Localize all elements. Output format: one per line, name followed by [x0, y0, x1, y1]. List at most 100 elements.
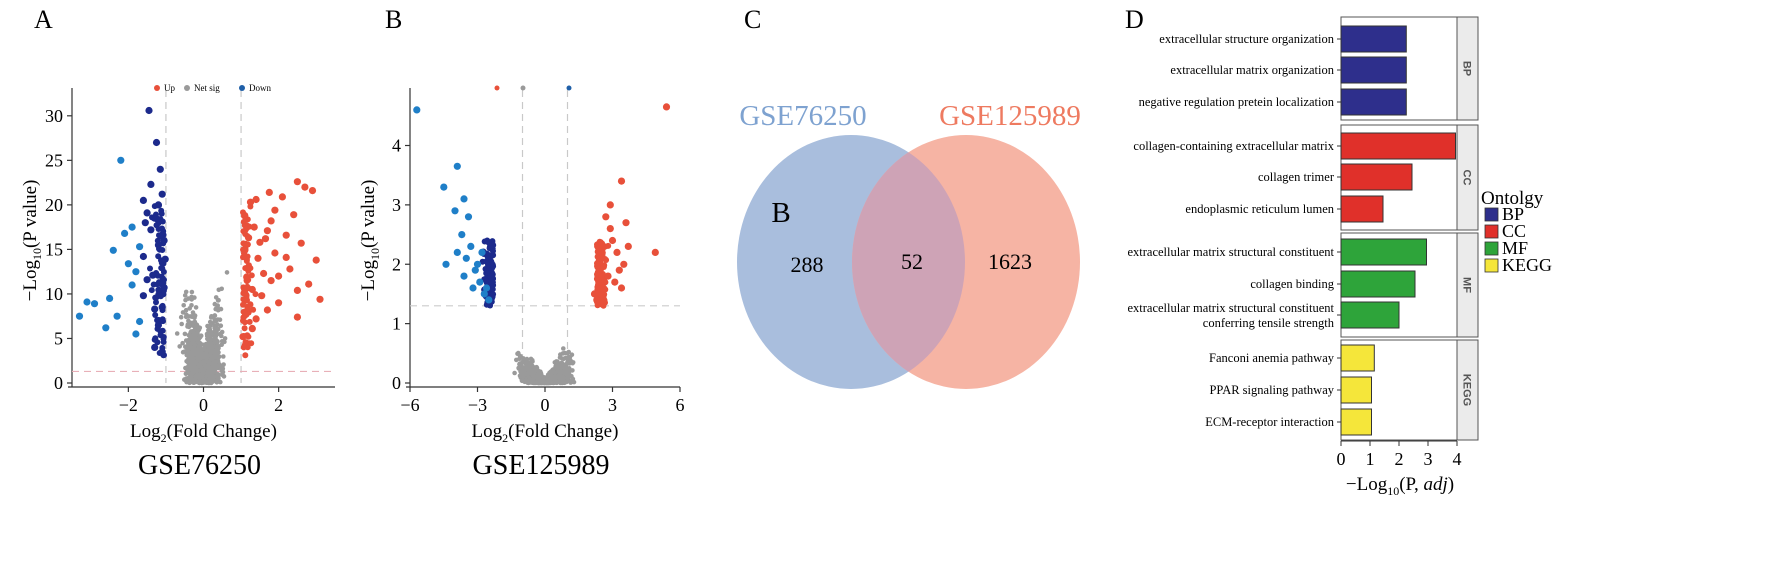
term-label: endoplasmic reticulum lumen [1185, 202, 1334, 216]
down-point [476, 278, 484, 286]
up-point [261, 235, 270, 243]
down-point [128, 281, 136, 289]
up-point [240, 284, 247, 291]
up-point [267, 277, 275, 285]
nonsig-point [183, 307, 189, 313]
panel-letter-a: A [34, 5, 53, 34]
down-point [485, 239, 492, 246]
down-point [480, 290, 488, 298]
y-tick-label: 2 [392, 254, 401, 274]
up-point [258, 292, 266, 300]
down-point [161, 255, 169, 263]
nonsig-point [567, 358, 572, 363]
down-point [148, 287, 155, 294]
legend-label: KEGG [1502, 255, 1552, 275]
nonsig-point [205, 336, 210, 342]
y-tick-label: 20 [45, 195, 63, 215]
term-label: extracellular matrix organization [1170, 63, 1334, 77]
nonsig-point [182, 331, 188, 337]
up-point [242, 352, 249, 359]
nonsig-point [215, 359, 221, 364]
nonsig-point [191, 360, 197, 365]
up-point [247, 301, 254, 308]
down-point [151, 214, 159, 222]
up-point [254, 254, 262, 262]
up-point [613, 248, 621, 256]
up-point [239, 333, 247, 341]
nonsig-point [522, 378, 528, 384]
down-point [485, 296, 493, 304]
enrichment-bar [1340, 238, 1427, 266]
nonsig-point [218, 323, 224, 329]
down-point [132, 268, 140, 276]
up-point [604, 272, 612, 280]
up-point [250, 223, 258, 231]
nonsig-point [571, 379, 577, 385]
nonsig-point [182, 349, 188, 354]
up-point [595, 279, 602, 286]
nonsig-point [213, 330, 218, 336]
nonsig-point [552, 370, 557, 376]
facet-strip [1456, 124, 1479, 231]
down-point [139, 292, 147, 300]
facet-strip [1456, 232, 1479, 338]
nonsig-point [211, 337, 217, 342]
nonsig-point [200, 351, 205, 357]
up-point [608, 236, 617, 245]
up-point [593, 296, 601, 304]
legend-label: MF [1502, 238, 1528, 258]
term-label: collagen trimer [1258, 170, 1335, 184]
nonsig-point [187, 380, 192, 386]
down-point [159, 317, 165, 324]
down-point [147, 180, 155, 188]
enrichment-bar [1340, 56, 1407, 84]
up-point [240, 344, 247, 351]
nonsig-point [183, 344, 188, 350]
up-point [308, 187, 317, 195]
down-point [159, 225, 165, 232]
nonsig-point [542, 380, 548, 386]
nonsig-point [189, 374, 194, 380]
down-point [158, 190, 166, 198]
nonsig-point [570, 360, 575, 366]
x-tick-label: 6 [676, 395, 685, 415]
nonsig-point [191, 320, 196, 326]
nonsig-point [221, 354, 226, 359]
nonsig-point [174, 331, 180, 336]
down-point [158, 348, 166, 356]
y-tick-label: 3 [392, 195, 401, 215]
term-label: extracellular matrix structural constitu… [1127, 245, 1334, 259]
y-tick-label: 1 [392, 314, 401, 334]
dataset-title: GSE125989 [473, 450, 610, 481]
y-tick-label: 30 [45, 106, 63, 126]
x-tick-label: 3 [1424, 449, 1433, 469]
panel-letter-d: D [1125, 5, 1144, 34]
nonsig-point [224, 270, 230, 275]
y-tick-label: 5 [54, 328, 63, 348]
down-point [143, 276, 151, 284]
x-axis-label: −Log10(P, adj) [1346, 474, 1454, 498]
nonsig-point [523, 371, 529, 377]
down-point [462, 254, 470, 262]
nonsig-point [215, 326, 221, 332]
up-point [245, 234, 253, 242]
up-point [597, 254, 605, 262]
nonsig-point [181, 303, 186, 308]
up-point [248, 272, 255, 279]
nonsig-point [183, 314, 189, 320]
venn-count-gse125989-only: 1623 [988, 249, 1032, 274]
up-point [606, 201, 614, 209]
term-label: extracellular matrix structural constitu… [1127, 301, 1334, 315]
down-point [413, 106, 421, 114]
nonsig-point [201, 367, 207, 373]
nonsig-point [215, 377, 220, 382]
nonsig-point [208, 341, 213, 346]
up-point [252, 195, 260, 204]
x-tick-label: −2 [119, 395, 138, 415]
nonsig-point [524, 356, 530, 362]
nonsig-point [534, 365, 540, 371]
up-point [240, 301, 246, 308]
up-point [267, 217, 275, 225]
down-point [490, 242, 497, 249]
